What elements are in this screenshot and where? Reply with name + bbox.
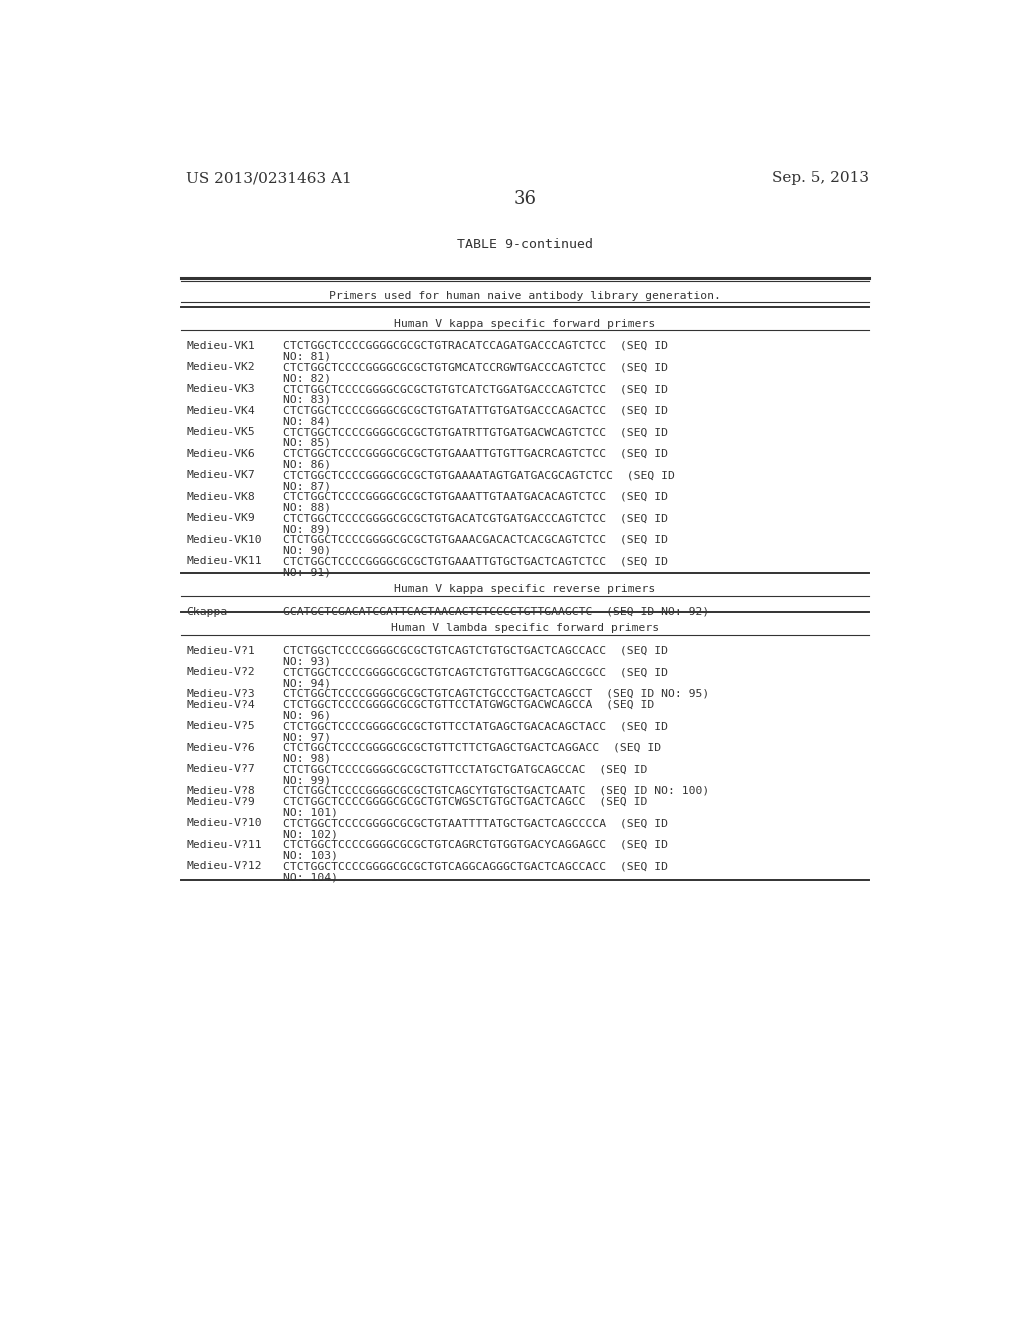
Text: CTCTGGCTCCCCGGGGCGCGCTGTGAAAATAGTGATGACGCAGTCTCC  (SEQ ID: CTCTGGCTCCCCGGGGCGCGCTGTGAAAATAGTGATGACG… (283, 470, 675, 480)
Text: Ckappa: Ckappa (186, 607, 227, 616)
Text: NO: 97): NO: 97) (283, 733, 331, 742)
Text: CTCTGGCTCCCCGGGGCGCGCTGTGACATCGTGATGACCCAGTCTCC  (SEQ ID: CTCTGGCTCCCCGGGGCGCGCTGTGACATCGTGATGACCC… (283, 513, 668, 523)
Text: Medieu-V?3: Medieu-V?3 (186, 689, 255, 698)
Text: NO: 84): NO: 84) (283, 416, 331, 426)
Text: TABLE 9-continued: TABLE 9-continued (457, 238, 593, 251)
Text: NO: 103): NO: 103) (283, 850, 338, 861)
Text: Human V kappa specific forward primers: Human V kappa specific forward primers (394, 318, 655, 329)
Text: NO: 83): NO: 83) (283, 395, 331, 405)
Text: Medieu-V?8: Medieu-V?8 (186, 785, 255, 796)
Text: CTCTGGCTCCCCGGGGCGCGCTGTGAAATTGTAATGACACAGTCTCC  (SEQ ID: CTCTGGCTCCCCGGGGCGCGCTGTGAAATTGTAATGACAC… (283, 492, 668, 502)
Text: CTCTGGCTCCCCGGGGCGCGCTGTCAGRCTGTGGTGACYCAGGAGCC  (SEQ ID: CTCTGGCTCCCCGGGGCGCGCTGTCAGRCTGTGGTGACYC… (283, 840, 668, 850)
Text: NO: 98): NO: 98) (283, 754, 331, 763)
Text: CTCTGGCTCCCCGGGGCGCGCTGTGATRTTGTGATGACWCAGTCTCC  (SEQ ID: CTCTGGCTCCCCGGGGCGCGCTGTGATRTTGTGATGACWC… (283, 428, 668, 437)
Text: US 2013/0231463 A1: US 2013/0231463 A1 (186, 172, 352, 185)
Text: Medieu-VK5: Medieu-VK5 (186, 428, 255, 437)
Text: CTCTGGCTCCCCGGGGCGCGCTGTCAGCYTGTGCTGACTCAATC  (SEQ ID NO: 100): CTCTGGCTCCCCGGGGCGCGCTGTCAGCYTGTGCTGACTC… (283, 785, 710, 796)
Text: Medieu-VK9: Medieu-VK9 (186, 513, 255, 523)
Text: Medieu-V?9: Medieu-V?9 (186, 797, 255, 807)
Text: Medieu-V?11: Medieu-V?11 (186, 840, 262, 850)
Text: Medieu-V?5: Medieu-V?5 (186, 721, 255, 731)
Text: Medieu-VK2: Medieu-VK2 (186, 363, 255, 372)
Text: CTCTGGCTCCCCGGGGCGCGCTGTGAAATTGTGTTGACRCAGTCTCC  (SEQ ID: CTCTGGCTCCCCGGGGCGCGCTGTGAAATTGTGTTGACRC… (283, 449, 668, 458)
Text: NO: 85): NO: 85) (283, 438, 331, 447)
Text: Medieu-VK10: Medieu-VK10 (186, 535, 262, 545)
Text: 36: 36 (513, 190, 537, 209)
Text: Medieu-VK3: Medieu-VK3 (186, 384, 255, 393)
Text: Medieu-VK7: Medieu-VK7 (186, 470, 255, 480)
Text: Medieu-VK8: Medieu-VK8 (186, 492, 255, 502)
Text: Medieu-V?2: Medieu-V?2 (186, 668, 255, 677)
Text: Medieu-VK4: Medieu-VK4 (186, 405, 255, 416)
Text: CTCTGGCTCCCCGGGGCGCGCTGTTCCTATGCTGATGCAGCCAC  (SEQ ID: CTCTGGCTCCCCGGGGCGCGCTGTTCCTATGCTGATGCAG… (283, 764, 647, 775)
Text: NO: 102): NO: 102) (283, 829, 338, 840)
Text: CTCTGGCTCCCCGGGGCGCGCTGTGAAACGACACTCACGCAGTCTCC  (SEQ ID: CTCTGGCTCCCCGGGGCGCGCTGTGAAACGACACTCACGC… (283, 535, 668, 545)
Text: CTCTGGCTCCCCGGGGCGCGCTGTGAAATTGTGCTGACTCAGTCTCC  (SEQ ID: CTCTGGCTCCCCGGGGCGCGCTGTGAAATTGTGCTGACTC… (283, 557, 668, 566)
Text: CTCTGGCTCCCCGGGGCGCGCTGTGATATTGTGATGACCCAGACTCC  (SEQ ID: CTCTGGCTCCCCGGGGCGCGCTGTGATATTGTGATGACCC… (283, 405, 668, 416)
Text: CTCTGGCTCCCCGGGGCGCGCTGTCAGTCTGTGCTGACTCAGCCACC  (SEQ ID: CTCTGGCTCCCCGGGGCGCGCTGTCAGTCTGTGCTGACTC… (283, 645, 668, 656)
Text: CTCTGGCTCCCCGGGGCGCGCTGTTCCTATGAGCTGACACAGCTACC  (SEQ ID: CTCTGGCTCCCCGGGGCGCGCTGTTCCTATGAGCTGACAC… (283, 721, 668, 731)
Text: CTCTGGCTCCCCGGGGCGCGCTGTRACATCCAGATGACCCAGTCTCC  (SEQ ID: CTCTGGCTCCCCGGGGCGCGCTGTRACATCCAGATGACCC… (283, 341, 668, 351)
Text: CTCTGGCTCCCCGGGGCGCGCTGTCWGSCTGTGCTGACTCAGCC  (SEQ ID: CTCTGGCTCCCCGGGGCGCGCTGTCWGSCTGTGCTGACTC… (283, 797, 647, 807)
Text: CTCTGGCTCCCCGGGGCGCGCTGTCAGGCAGGGCTGACTCAGCCACC  (SEQ ID: CTCTGGCTCCCCGGGGCGCGCTGTCAGGCAGGGCTGACTC… (283, 862, 668, 871)
Text: Sep. 5, 2013: Sep. 5, 2013 (772, 172, 869, 185)
Text: Medieu-VK11: Medieu-VK11 (186, 557, 262, 566)
Text: CTCTGGCTCCCCGGGGCGCGCTGTAATTTTATGCTGACTCAGCCCCA  (SEQ ID: CTCTGGCTCCCCGGGGCGCGCTGTAATTTTATGCTGACTC… (283, 818, 668, 828)
Text: Primers used for human naive antibody library generation.: Primers used for human naive antibody li… (329, 290, 721, 301)
Text: NO: 101): NO: 101) (283, 808, 338, 817)
Text: CTCTGGCTCCCCGGGGCGCGCTGTTCTTCTGAGCTGACTCAGGACC  (SEQ ID: CTCTGGCTCCCCGGGGCGCGCTGTTCTTCTGAGCTGACTC… (283, 743, 662, 752)
Text: NO: 89): NO: 89) (283, 524, 331, 535)
Text: NO: 94): NO: 94) (283, 678, 331, 688)
Text: NO: 86): NO: 86) (283, 459, 331, 470)
Text: GCATGCTCGACATCGATTCACTAACACTCTCCCCTGTTGAAGCTC  (SEQ ID NO: 92): GCATGCTCGACATCGATTCACTAACACTCTCCCCTGTTGA… (283, 607, 710, 616)
Text: Medieu-V?7: Medieu-V?7 (186, 764, 255, 775)
Text: CTCTGGCTCCCCGGGGCGCGCTGTGMCATCCRGWTGACCCAGTCTCC  (SEQ ID: CTCTGGCTCCCCGGGGCGCGCTGTGMCATCCRGWTGACCC… (283, 363, 668, 372)
Text: Medieu-V?1: Medieu-V?1 (186, 645, 255, 656)
Text: NO: 93): NO: 93) (283, 656, 331, 667)
Text: Human V kappa specific reverse primers: Human V kappa specific reverse primers (394, 585, 655, 594)
Text: CTCTGGCTCCCCGGGGCGCGCTGTCAGTCTGCCCTGACTCAGCCT  (SEQ ID NO: 95): CTCTGGCTCCCCGGGGCGCGCTGTCAGTCTGCCCTGACTC… (283, 689, 710, 698)
Text: Human V lambda specific forward primers: Human V lambda specific forward primers (391, 623, 658, 634)
Text: CTCTGGCTCCCCGGGGCGCGCTGTTCCTATGWGCTGACWCAGCCA  (SEQ ID: CTCTGGCTCCCCGGGGCGCGCTGTTCCTATGWGCTGACWC… (283, 700, 654, 710)
Text: NO: 87): NO: 87) (283, 480, 331, 491)
Text: Medieu-VK1: Medieu-VK1 (186, 341, 255, 351)
Text: Medieu-VK6: Medieu-VK6 (186, 449, 255, 458)
Text: NO: 99): NO: 99) (283, 775, 331, 785)
Text: CTCTGGCTCCCCGGGGCGCGCTGTCAGTCTGTGTTGACGCAGCCGCC  (SEQ ID: CTCTGGCTCCCCGGGGCGCGCTGTCAGTCTGTGTTGACGC… (283, 668, 668, 677)
Text: NO: 82): NO: 82) (283, 374, 331, 383)
Text: NO: 96): NO: 96) (283, 710, 331, 721)
Text: Medieu-V?12: Medieu-V?12 (186, 862, 262, 871)
Text: NO: 88): NO: 88) (283, 503, 331, 512)
Text: NO: 90): NO: 90) (283, 545, 331, 556)
Text: Medieu-V?4: Medieu-V?4 (186, 700, 255, 710)
Text: NO: 91): NO: 91) (283, 568, 331, 577)
Text: Medieu-V?10: Medieu-V?10 (186, 818, 262, 828)
Text: NO: 81): NO: 81) (283, 351, 331, 362)
Text: NO: 104): NO: 104) (283, 873, 338, 882)
Text: Medieu-V?6: Medieu-V?6 (186, 743, 255, 752)
Text: CTCTGGCTCCCCGGGGCGCGCTGTGTCATCTGGATGACCCAGTCTCC  (SEQ ID: CTCTGGCTCCCCGGGGCGCGCTGTGTCATCTGGATGACCC… (283, 384, 668, 393)
